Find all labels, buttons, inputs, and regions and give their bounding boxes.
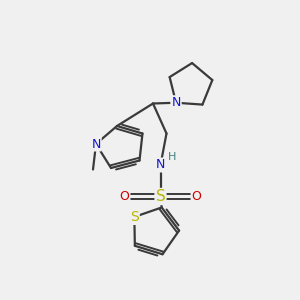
Text: S: S [130, 210, 139, 224]
Text: N: N [156, 158, 165, 172]
Text: N: N [171, 96, 181, 109]
Text: N: N [91, 137, 101, 151]
Text: O: O [120, 190, 129, 203]
Text: S: S [156, 189, 165, 204]
Text: H: H [168, 152, 176, 162]
Text: O: O [192, 190, 201, 203]
